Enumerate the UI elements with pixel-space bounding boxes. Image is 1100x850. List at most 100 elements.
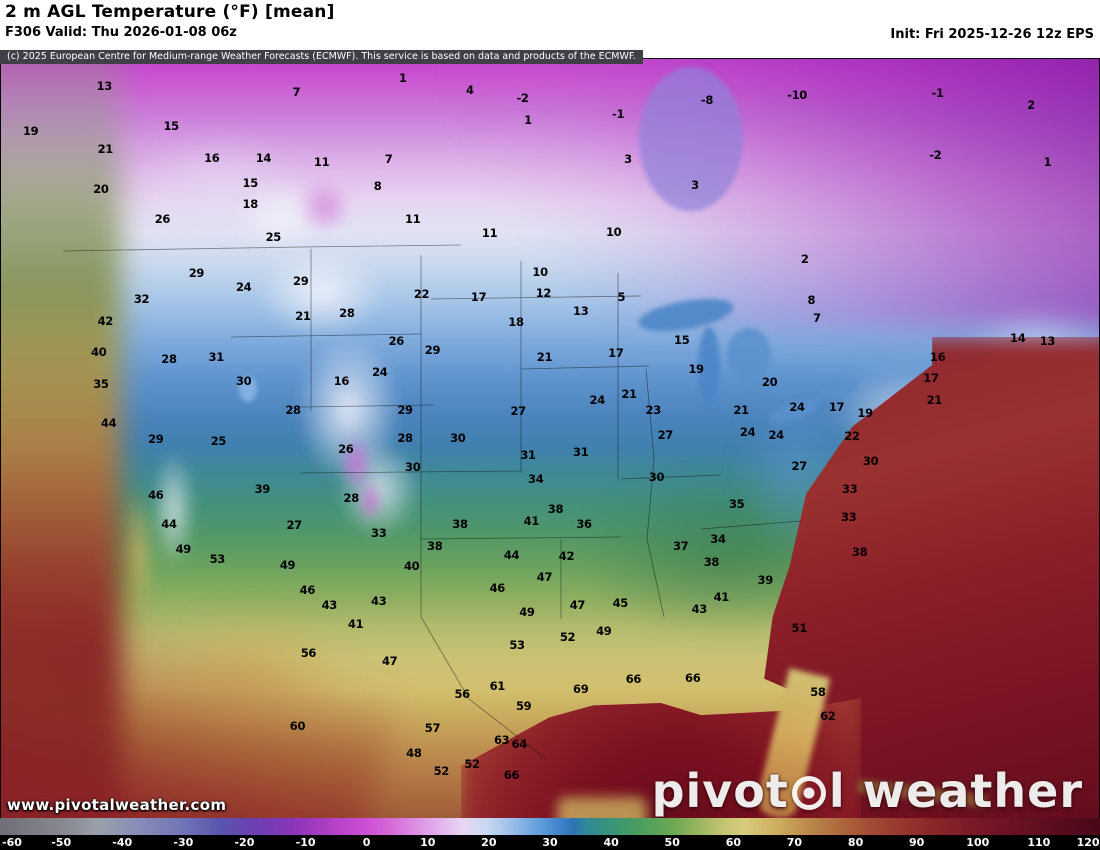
temp-label: 43 xyxy=(691,601,708,616)
temp-label: 45 xyxy=(612,596,629,611)
temp-label: 2 xyxy=(1027,98,1035,113)
temp-label: 25 xyxy=(210,433,227,448)
temp-label: 58 xyxy=(810,685,826,699)
temp-label: 48 xyxy=(406,745,422,760)
temp-label: 13 xyxy=(1039,334,1056,349)
header: 2 m AGL Temperature (°F) [mean] F306 Val… xyxy=(0,0,1100,44)
temp-label: 28 xyxy=(397,430,413,445)
temp-label: 33 xyxy=(840,509,857,524)
colorbar-tick: 0 xyxy=(362,836,371,849)
temp-label: 24 xyxy=(372,364,388,379)
temp-label: 64 xyxy=(511,737,528,752)
colorbar-tick: -20 xyxy=(234,836,255,849)
temp-label: 46 xyxy=(299,583,316,598)
temp-label: -2 xyxy=(929,147,942,162)
colorbar-tick-labels: -60 -50 -40 -30 -20 -10 0 10 20 30 40 50 60 70 80 90 100… xyxy=(0,835,1100,850)
temp-label: -10 xyxy=(787,87,807,102)
colorbar-tick: 30 xyxy=(542,836,558,849)
temp-label: 19 xyxy=(22,124,39,139)
temp-label: 44 xyxy=(161,516,177,531)
temp-label: 17 xyxy=(828,399,845,414)
temp-label: 26 xyxy=(154,212,171,227)
temp-label: 41 xyxy=(347,617,364,632)
watermark-brand: pivot l weather xyxy=(652,764,1083,818)
temp-label: 29 xyxy=(148,432,164,447)
valid-time: F306 Valid: Thu 2026-01-08 06z xyxy=(5,25,237,40)
temp-label: 24 xyxy=(739,425,756,440)
temp-label: 31 xyxy=(208,349,225,364)
temp-label: 5 xyxy=(617,289,626,304)
temp-label: 18 xyxy=(242,196,259,211)
temp-label: 15 xyxy=(163,118,179,133)
colorbar-tick: 40 xyxy=(603,836,619,849)
temp-label: 13 xyxy=(96,79,113,94)
temp-label: 27 xyxy=(657,427,674,442)
colorbar-tick: -50 xyxy=(51,836,72,849)
temp-label: 8 xyxy=(373,178,382,193)
copyright-notice: (c) 2025 European Centre for Medium-rang… xyxy=(0,50,643,64)
temp-label: 17 xyxy=(470,289,487,304)
colorbar-tick: -30 xyxy=(173,836,194,849)
colorbar-tick: 50 xyxy=(664,836,680,849)
colorbar-tick: 70 xyxy=(786,836,803,849)
temp-label: 2 xyxy=(800,251,809,266)
temp-label: 29 xyxy=(293,274,309,289)
temp-label: 39 xyxy=(757,573,774,588)
temp-label: 36 xyxy=(576,516,592,531)
temp-label: 27 xyxy=(286,518,302,533)
temp-label: 11 xyxy=(313,155,330,170)
temp-label: 41 xyxy=(713,590,730,605)
temp-label: 46 xyxy=(489,581,506,596)
temp-label: 66 xyxy=(503,767,520,782)
temp-label: 59 xyxy=(515,699,532,714)
temp-label: 47 xyxy=(536,570,553,585)
colorbar-tick: 90 xyxy=(908,836,925,849)
temp-label: 10 xyxy=(605,225,622,240)
temp-label: 47 xyxy=(569,598,586,613)
temp-label: 44 xyxy=(503,548,520,563)
temp-label: 30 xyxy=(235,373,252,388)
temp-label: 14 xyxy=(255,150,272,165)
temp-label: 24 xyxy=(768,427,784,442)
temp-label: 29 xyxy=(424,343,441,358)
temp-label: 52 xyxy=(464,757,480,772)
temp-label: 30 xyxy=(405,459,421,474)
temp-label: 61 xyxy=(489,678,506,693)
temp-label: 52 xyxy=(559,630,576,645)
temp-label: 63 xyxy=(493,732,510,747)
temp-label: 1 xyxy=(524,112,532,127)
temp-label: 13 xyxy=(573,303,589,318)
temp-label: 1 xyxy=(1043,155,1052,170)
colorbar-tick: 20 xyxy=(481,836,497,849)
temp-label: 3 xyxy=(691,177,699,192)
temp-label: 16 xyxy=(333,373,350,388)
colorbar-tick: 60 xyxy=(725,836,742,849)
colorbar-tick: 100 xyxy=(966,836,990,849)
temp-label: 29 xyxy=(397,402,413,417)
temp-label: 28 xyxy=(343,490,360,505)
colorbar-tick: -60 xyxy=(2,836,22,849)
temp-label: 35 xyxy=(728,496,745,511)
temp-label: 60 xyxy=(289,719,306,734)
brand-text-right: l weather xyxy=(828,764,1083,818)
temp-label: 23 xyxy=(645,403,662,418)
temp-label: 38 xyxy=(547,502,564,517)
weather-map: 13 7 1 4 -2 -8 -10 -1 2 19 15 1 -1 -2 21 16 14 11 7 3 1 20 15 8… xyxy=(0,58,1100,818)
temp-label: 7 xyxy=(384,152,393,167)
temp-label: 38 xyxy=(851,544,868,559)
temp-label: 37 xyxy=(672,539,689,554)
map-title: 2 m AGL Temperature (°F) [mean] xyxy=(5,2,335,22)
temp-label: 24 xyxy=(235,280,252,295)
temp-label: 56 xyxy=(454,687,470,702)
temp-label: 40 xyxy=(91,344,107,359)
temp-label: 51 xyxy=(791,621,808,636)
temp-label: 57 xyxy=(424,721,441,736)
temp-label: 21 xyxy=(97,141,114,156)
temp-label: 49 xyxy=(596,624,612,639)
temp-label: 62 xyxy=(820,709,836,724)
temp-label: 15 xyxy=(242,175,259,190)
temp-label: 28 xyxy=(339,305,355,320)
temp-label: 26 xyxy=(388,334,405,349)
temp-label: 10 xyxy=(532,264,548,279)
temp-label: 69 xyxy=(573,681,589,696)
